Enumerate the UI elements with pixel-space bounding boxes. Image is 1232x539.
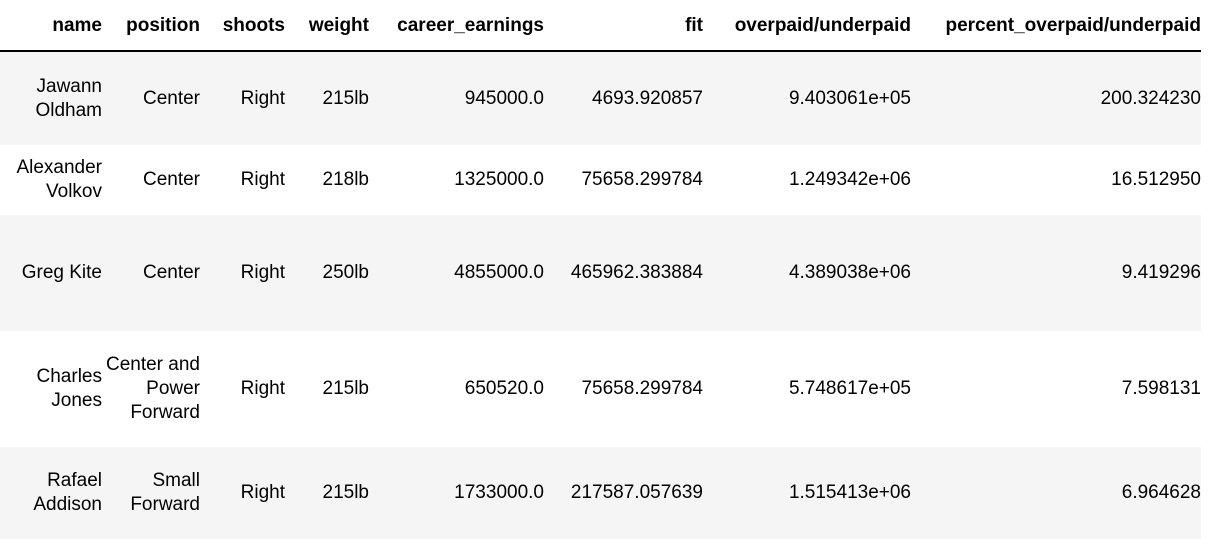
column-header-fit: fit [544, 0, 703, 52]
cell-percent-overpaid-underpaid: 6.964628 [1121, 482, 1201, 503]
header-row: name position shoots weight career_earni… [0, 0, 1201, 52]
cell-shoots: Right [240, 378, 285, 399]
cell-percent-overpaid-underpaid: 9.419296 [1121, 262, 1201, 283]
cell-name: Greg Kite [21, 262, 102, 283]
cell-overpaid-underpaid: 9.403061e+05 [788, 87, 911, 109]
cell-name: Charles Jones [36, 366, 102, 411]
cell-career-earnings: 945000.0 [464, 87, 544, 109]
cell-fit: 217587.057639 [570, 482, 703, 503]
cell-career-earnings: 650520.0 [464, 378, 544, 399]
cell-shoots: Right [240, 482, 285, 503]
cell-name: Jawann Oldham [35, 75, 102, 121]
column-header-overpaid-underpaid: overpaid/underpaid [703, 0, 911, 52]
cell-position: Center [142, 169, 200, 190]
cell-overpaid-underpaid: 5.748617e+05 [788, 378, 911, 399]
dataframe-table: name position shoots weight career_earni… [0, 0, 1201, 539]
cell-weight: 215lb [322, 87, 370, 109]
cell-position: Center [142, 87, 200, 109]
table-row: Alexander Volkov Center Right 218lb 1325… [0, 145, 1201, 215]
column-header-position: position [102, 0, 200, 52]
cell-position: Center and Power Forward [105, 354, 200, 423]
column-header-shoots: shoots [200, 0, 285, 52]
cell-name: Alexander Volkov [16, 157, 102, 202]
column-header-weight: weight [285, 0, 369, 52]
cell-position: Center [142, 262, 200, 283]
table-header: name position shoots weight career_earni… [0, 0, 1201, 52]
column-header-career-earnings: career_earnings [369, 0, 544, 52]
cell-overpaid-underpaid: 1.249342e+06 [788, 169, 911, 190]
cell-shoots: Right [240, 87, 285, 109]
table-row: Greg Kite Center Right 250lb 4855000.0 4… [0, 215, 1201, 331]
cell-fit: 75658.299784 [581, 378, 703, 399]
column-header-percent-overpaid-underpaid: percent_overpaid/underpaid [911, 0, 1201, 52]
cell-percent-overpaid-underpaid: 16.512950 [1111, 169, 1201, 190]
table-body: Jawann Oldham Center Right 215lb 945000.… [0, 51, 1201, 539]
cell-weight: 218lb [322, 169, 370, 190]
cell-shoots: Right [240, 169, 285, 190]
cell-percent-overpaid-underpaid: 7.598131 [1121, 378, 1201, 399]
cell-career-earnings: 4855000.0 [454, 262, 544, 283]
table-row: Rafael Addison Small Forward Right 215lb… [0, 447, 1201, 539]
cell-fit: 75658.299784 [581, 169, 703, 190]
cell-overpaid-underpaid: 1.515413e+06 [788, 482, 911, 503]
cell-weight: 215lb [322, 378, 370, 399]
cell-shoots: Right [240, 262, 285, 283]
cell-career-earnings: 1733000.0 [454, 482, 544, 503]
table-row: Charles Jones Center and Power Forward R… [0, 331, 1201, 447]
cell-weight: 250lb [322, 262, 370, 283]
cell-name: Rafael Addison [33, 470, 102, 515]
cell-percent-overpaid-underpaid: 200.324230 [1100, 87, 1201, 109]
cell-weight: 215lb [322, 482, 370, 503]
cell-career-earnings: 1325000.0 [454, 169, 544, 190]
cell-overpaid-underpaid: 4.389038e+06 [788, 262, 911, 283]
cell-fit: 4693.920857 [592, 87, 703, 109]
table-row: Jawann Oldham Center Right 215lb 945000.… [0, 51, 1201, 145]
column-header-name: name [0, 0, 102, 52]
cell-position: Small Forward [130, 470, 200, 515]
cell-fit: 465962.383884 [570, 262, 703, 283]
